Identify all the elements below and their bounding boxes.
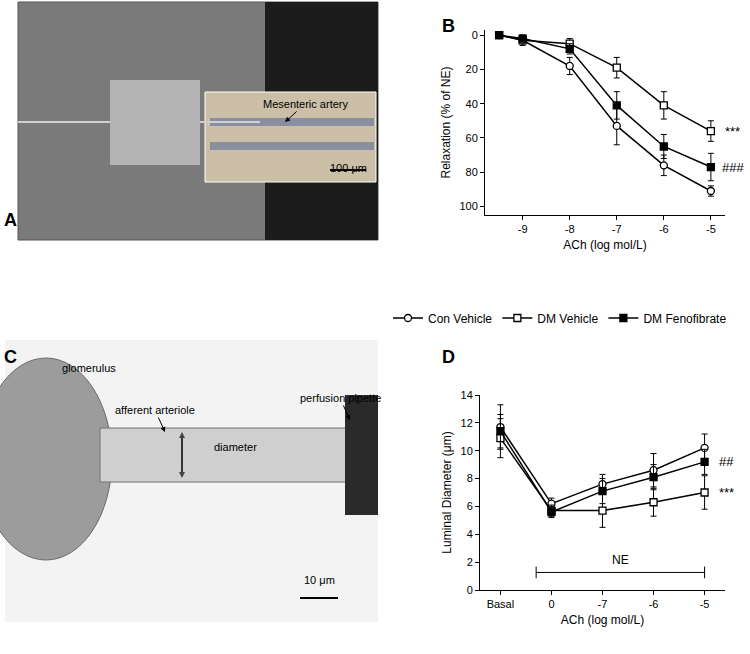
svg-text:-7: -7 [612, 223, 622, 235]
svg-text:C: C [4, 347, 17, 367]
svg-text:10: 10 [461, 445, 473, 457]
svg-text:DM Vehicle: DM Vehicle [537, 312, 598, 326]
svg-text:NE: NE [612, 553, 629, 567]
svg-text:ACh (log mol/L): ACh (log mol/L) [563, 238, 646, 252]
svg-text:6: 6 [467, 500, 473, 512]
svg-text:-6: -6 [659, 223, 669, 235]
svg-text:diameter: diameter [214, 441, 257, 453]
svg-text:Con Vehicle: Con Vehicle [428, 312, 492, 326]
svg-text:Luminal Diameter (μm): Luminal Diameter (μm) [440, 431, 454, 553]
svg-text:D: D [442, 347, 455, 367]
svg-text:0: 0 [548, 598, 554, 610]
svg-text:afferent arteriole: afferent arteriole [115, 404, 195, 416]
svg-text:10 μm: 10 μm [304, 574, 335, 586]
svg-text:###: ### [722, 160, 744, 175]
svg-text:-7: -7 [598, 598, 608, 610]
svg-text:Basal: Basal [487, 598, 515, 610]
svg-text:-5: -5 [706, 223, 716, 235]
svg-text:-6: -6 [649, 598, 659, 610]
svg-text:20: 20 [466, 63, 478, 75]
svg-text:Relaxation (% of NE): Relaxation (% of NE) [439, 66, 453, 178]
svg-text:8: 8 [467, 472, 473, 484]
svg-text:##: ## [719, 454, 734, 469]
svg-text:40: 40 [466, 98, 478, 110]
svg-text:glomerulus: glomerulus [62, 362, 116, 374]
svg-text:12: 12 [461, 417, 473, 429]
svg-text:2: 2 [467, 556, 473, 568]
svg-text:0: 0 [472, 29, 478, 41]
svg-text:DM Fenofibrate: DM Fenofibrate [643, 312, 726, 326]
svg-text:-9: -9 [518, 223, 528, 235]
svg-text:***: *** [719, 485, 734, 500]
svg-text:80: 80 [466, 166, 478, 178]
svg-text:A: A [4, 210, 17, 230]
svg-text:-8: -8 [565, 223, 575, 235]
svg-text:B: B [442, 16, 455, 36]
svg-text:14: 14 [461, 389, 473, 401]
svg-text:0: 0 [467, 584, 473, 596]
svg-text:4: 4 [467, 528, 473, 540]
svg-text:perfusion pipette: perfusion pipette [300, 392, 381, 404]
svg-text:***: *** [725, 124, 740, 139]
svg-text:ACh (log mol/L): ACh (log mol/L) [561, 613, 644, 627]
svg-text:100 μm: 100 μm [330, 162, 367, 174]
svg-text:Mesenteric artery: Mesenteric artery [263, 98, 348, 110]
svg-text:60: 60 [466, 132, 478, 144]
svg-text:-5: -5 [700, 598, 710, 610]
svg-text:100: 100 [459, 200, 477, 212]
